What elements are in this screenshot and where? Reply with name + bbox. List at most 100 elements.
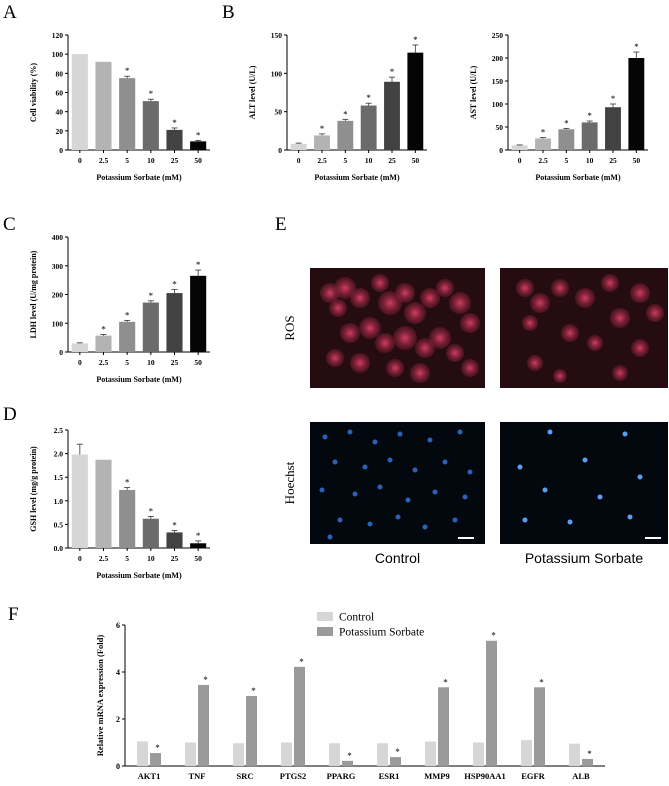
bar — [384, 81, 400, 150]
significance-marker: * — [539, 677, 544, 687]
condition-label-treated: Potassium Sorbate — [524, 550, 644, 566]
bar — [360, 105, 377, 150]
significance-marker: * — [203, 675, 208, 685]
y-tick-label: 100 — [52, 50, 64, 59]
legend-label: Potassium Sorbate — [339, 627, 424, 639]
bar — [119, 321, 136, 352]
control-bar — [185, 742, 196, 766]
significance-marker: * — [413, 35, 418, 45]
control-bar — [569, 743, 580, 766]
y-tick-label: 150 — [492, 77, 504, 86]
significance-marker: * — [172, 118, 177, 128]
y-tick-label: 50 — [496, 123, 504, 132]
panel-label-a: A — [3, 2, 17, 23]
chart-gsh-level: 0.0 0.5 1.0 1.5 2.0 2.5 0 2.5 * 5 * 10 * 25 * 50 Potassi… — [29, 426, 210, 580]
x-tick-label: 25 — [171, 156, 179, 165]
x-tick-label: 0 — [78, 554, 82, 563]
chart-ldh-level: 0 100 200 300 400 0 * 2.5 * 5 * 10 * 25 * 50 Potassium S… — [29, 233, 210, 384]
bar — [166, 532, 183, 548]
x-tick-label: SRC — [236, 771, 253, 781]
significance-marker: * — [320, 124, 325, 134]
y-tick-label: 100 — [271, 69, 283, 78]
treated-bar — [534, 687, 545, 766]
x-tick-label: TNF — [189, 771, 206, 781]
control-bar — [521, 740, 532, 766]
x-tick-label: 25 — [388, 156, 396, 165]
legend-label: Control — [339, 612, 374, 624]
y-axis-label: Relative mRNA expression (Fold) — [95, 635, 105, 757]
panel-label-d: D — [3, 404, 17, 425]
y-tick-label: 4 — [116, 668, 120, 677]
y-tick-label: 40 — [56, 108, 64, 117]
y-tick-label: 2.5 — [54, 426, 64, 435]
treated-bar — [150, 753, 161, 766]
y-tick-label: 250 — [492, 31, 504, 40]
hoechst-treated-image — [500, 422, 668, 544]
bar — [142, 518, 159, 548]
significance-marker: * — [347, 751, 352, 761]
panel-label-e: E — [275, 214, 287, 235]
y-tick-label: 200 — [492, 54, 504, 63]
significance-marker: * — [125, 310, 130, 320]
x-tick-label: 2.5 — [99, 358, 109, 367]
bar — [511, 145, 528, 150]
y-tick-label: 1.0 — [54, 497, 64, 506]
scale-bar-icon — [458, 537, 474, 539]
y-tick-label: 0 — [59, 348, 63, 357]
significance-marker: * — [491, 631, 496, 641]
significance-marker: * — [343, 109, 348, 119]
chart-mrna-expression: 0 2 4 6 * AKT1 * TNF * SRC * PTGS2 * PPARG * ESR1 * MMP9 *… — [95, 612, 605, 781]
significance-marker: * — [172, 521, 177, 531]
y-tick-label: 60 — [56, 89, 64, 98]
y-tick-label: 400 — [52, 233, 64, 242]
bar — [314, 135, 330, 150]
bar — [71, 54, 88, 150]
x-tick-label: EGFR — [521, 771, 545, 781]
y-tick-label: 0 — [499, 146, 503, 155]
significance-marker: * — [196, 130, 201, 140]
y-axis-label: LDH level (U/mg protein) — [29, 250, 38, 338]
bar — [95, 61, 112, 151]
x-tick-label: PPARG — [327, 771, 356, 781]
panel-label-b: B — [222, 2, 235, 23]
control-bar — [377, 743, 388, 766]
significance-marker: * — [587, 111, 592, 121]
significance-marker: * — [390, 67, 395, 77]
x-axis-label: Potassium Sorbate (mM) — [96, 571, 182, 580]
treated-bar — [294, 666, 305, 766]
significance-marker: * — [634, 42, 639, 52]
x-tick-label: 5 — [564, 156, 568, 165]
control-bar — [281, 742, 292, 766]
y-tick-label: 200 — [52, 291, 64, 300]
x-tick-label: 2.5 — [538, 156, 548, 165]
control-bar — [329, 743, 340, 766]
bar — [337, 120, 354, 150]
significance-marker: * — [101, 324, 106, 334]
bar — [95, 335, 112, 352]
x-tick-label: PTGS2 — [280, 771, 306, 781]
y-tick-label: 20 — [56, 127, 64, 136]
x-tick-label: 50 — [194, 554, 202, 563]
y-tick-label: 2.0 — [54, 450, 64, 459]
x-tick-label: 5 — [125, 156, 129, 165]
ros-treated-image — [500, 268, 668, 388]
treated-bar — [390, 757, 401, 766]
x-tick-label: ESR1 — [379, 771, 400, 781]
treated-bar — [246, 695, 257, 766]
bar — [558, 129, 575, 150]
y-tick-label: 6 — [116, 621, 120, 630]
x-tick-label: 0 — [297, 156, 301, 165]
significance-marker: * — [125, 66, 130, 76]
x-tick-label: 50 — [633, 156, 641, 165]
x-axis-label: Potassium Sorbate (mM) — [535, 173, 621, 182]
y-tick-label: 0 — [278, 146, 282, 155]
hoechst-control-image — [310, 422, 485, 544]
x-tick-label: 50 — [412, 156, 420, 165]
significance-marker: * — [587, 749, 592, 759]
y-tick-label: 50 — [275, 108, 283, 117]
y-tick-label: 300 — [52, 262, 64, 271]
chart-alt-level: 0 50 100 150 0 * 2.5 * 5 * 10 * 25 * 50 Potassium Sorba… — [248, 31, 427, 182]
x-tick-label: 2.5 — [99, 156, 109, 165]
row-label-hoechst: Hoechst — [282, 461, 297, 505]
significance-marker: * — [149, 89, 154, 99]
